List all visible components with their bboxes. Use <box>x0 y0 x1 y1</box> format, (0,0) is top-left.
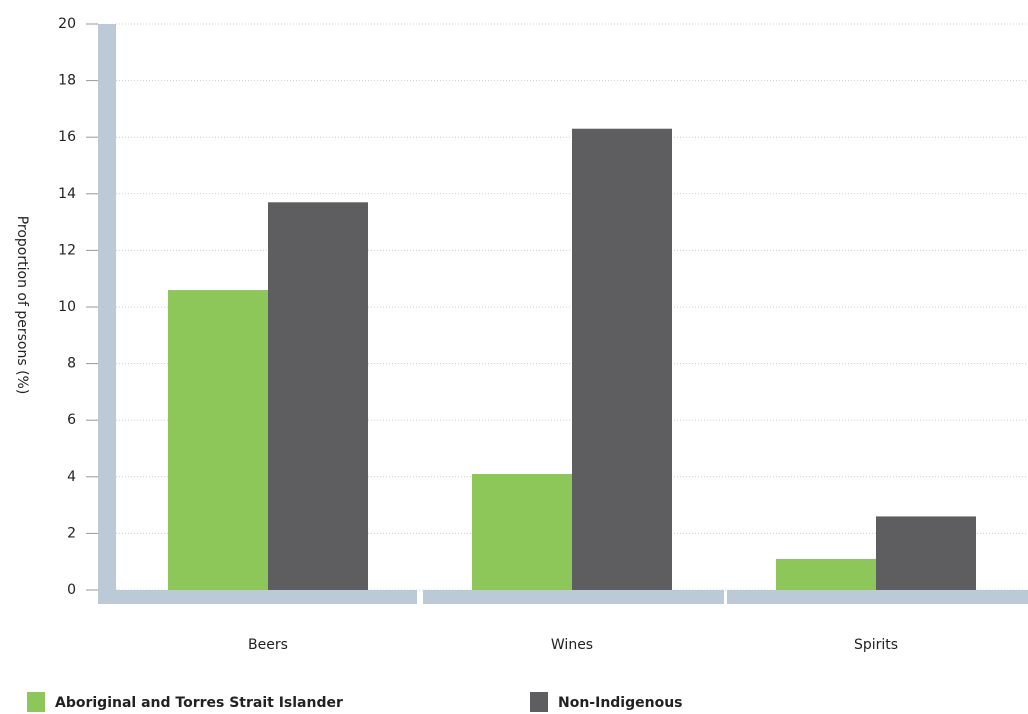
x-tick-label: Spirits <box>854 637 898 653</box>
y-tick-label: 2 <box>67 525 76 541</box>
y-tick-label: 12 <box>58 242 76 258</box>
y-tick-label: 8 <box>67 356 76 372</box>
y-tick-label: 10 <box>58 299 76 315</box>
y-tick-label: 0 <box>67 582 76 598</box>
x-tick-label: Wines <box>551 637 593 653</box>
bar <box>776 558 876 590</box>
legend-text: Non-Indigenous <box>558 695 683 711</box>
y-axis-label: Proportion of persons (%) <box>14 216 30 395</box>
bar <box>472 473 572 590</box>
x-tick-label: Beers <box>248 637 288 653</box>
y-tick-label: 20 <box>58 16 76 32</box>
y-tick-label: 4 <box>67 469 76 485</box>
x-axis-band <box>727 590 1028 604</box>
bar <box>572 128 672 590</box>
legend-swatch <box>27 692 45 712</box>
legend-text: Aboriginal and Torres Strait Islander <box>55 695 343 711</box>
y-tick-label: 6 <box>67 412 76 428</box>
y-tick-label: 18 <box>58 73 76 89</box>
bar <box>268 202 368 591</box>
bar <box>876 516 976 590</box>
y-tick-label: 16 <box>58 129 76 145</box>
legend-swatch <box>530 692 548 712</box>
y-axis-band <box>98 24 116 604</box>
y-tick-label: 14 <box>58 186 76 202</box>
bar <box>168 290 268 590</box>
x-axis-band <box>423 590 724 604</box>
x-axis-band <box>116 590 417 604</box>
